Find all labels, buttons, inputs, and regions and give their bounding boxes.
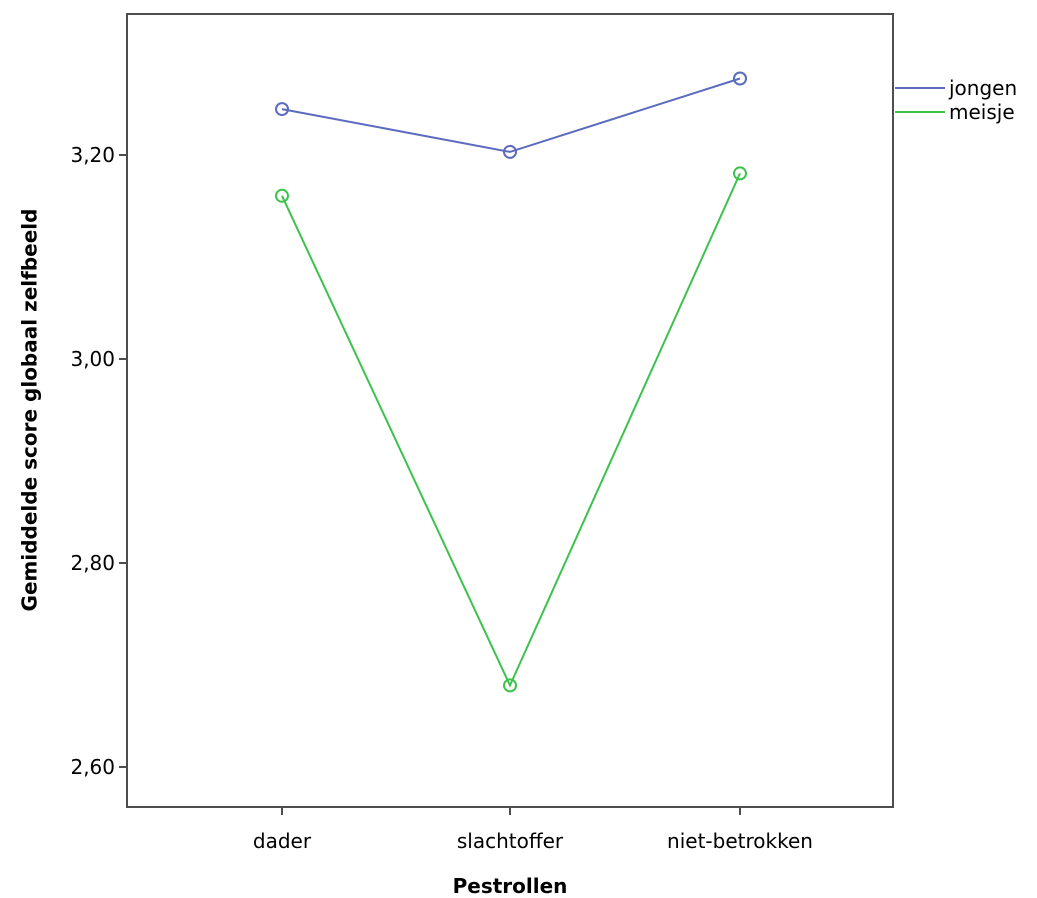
data-point-meisje [275, 188, 289, 203]
y-axis-ticks: 2,60 2,80 3,00 3,20 [70, 143, 127, 779]
series-layer [275, 71, 747, 693]
plot-frame [126, 13, 894, 808]
data-point-meisje [503, 678, 517, 693]
data-point-jongen [275, 102, 289, 117]
y-tick-label: 3,20 [70, 143, 115, 167]
y-axis-title: Gemiddelde score globaal zelfbeeld [18, 209, 42, 612]
y-tick-label: 2,80 [70, 551, 115, 575]
x-tick-label: niet-betrokken [667, 829, 813, 853]
legend-label-jongen: jongen [948, 76, 1017, 100]
data-point-jongen [733, 71, 747, 86]
series-line-meisje [281, 172, 741, 688]
series-line-jongen [281, 77, 741, 153]
y-tick-label: 3,00 [70, 347, 115, 371]
x-tick-label: dader [253, 829, 312, 853]
x-axis-title: Pestrollen [453, 874, 568, 898]
x-tick-label: slachtoffer [457, 829, 564, 853]
x-axis-ticks: dader slachtoffer niet-betrokken [253, 807, 813, 853]
data-point-meisje [733, 166, 747, 181]
data-point-jongen [503, 144, 517, 159]
y-tick-label: 2,60 [70, 755, 115, 779]
legend-label-meisje: meisje [949, 100, 1015, 124]
